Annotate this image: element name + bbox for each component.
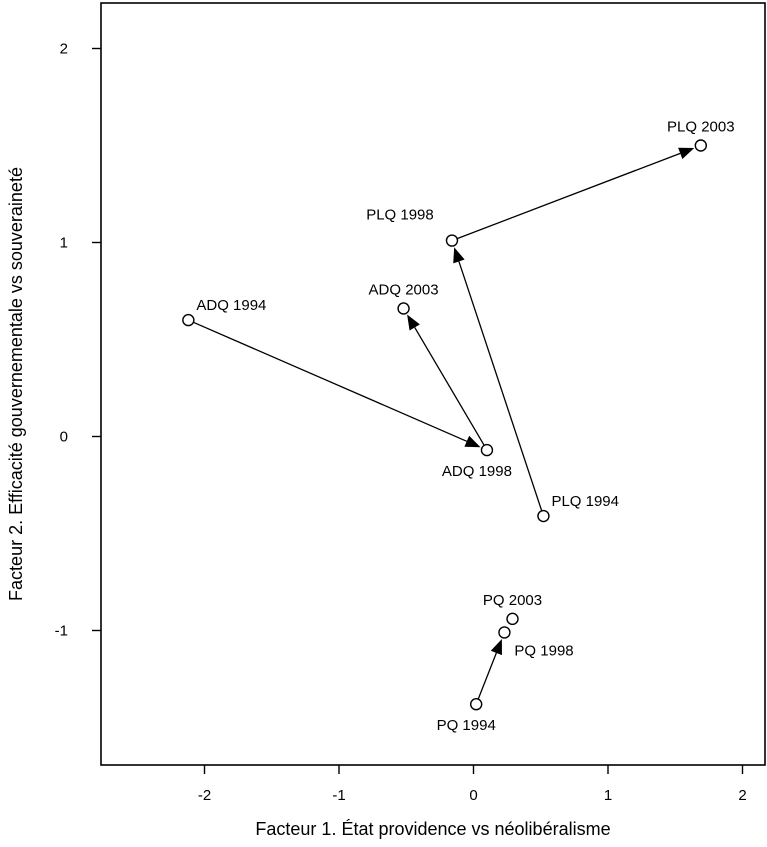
arrow-head [453, 247, 465, 264]
arrow-shaft [477, 652, 497, 700]
x-tick-label: 2 [738, 787, 746, 804]
y-tick-label: 1 [60, 235, 68, 252]
arrow-head [464, 435, 481, 448]
point-adq-1994 [182, 313, 195, 327]
arrow-shaft [458, 261, 543, 512]
arrows-layer [193, 147, 695, 700]
arrow-shaft [456, 152, 681, 240]
point-plq-2003 [694, 139, 708, 152]
point-label-pq-1994: PQ 1994 [437, 717, 496, 734]
arrow-head [407, 314, 420, 331]
point-pq-1994 [469, 698, 483, 711]
point-label-pq-2003: PQ 2003 [483, 592, 542, 609]
arrow-head [678, 147, 695, 159]
point-label-plq-2003: PLQ 2003 [667, 119, 735, 136]
x-axis: -2 -1 0 1 2 [198, 765, 747, 804]
point-label-adq-1994: ADQ 1994 [196, 297, 266, 314]
arrow-plq-1998 [456, 147, 695, 240]
point-label-adq-2003: ADQ 2003 [369, 281, 439, 298]
arrow-shaft [414, 327, 485, 446]
x-tick-label: 0 [469, 787, 477, 804]
point-adq-1998 [480, 443, 494, 457]
point-pq-2003 [506, 612, 519, 626]
point-pq-1998 [498, 626, 511, 639]
points-layer [182, 139, 708, 711]
x-tick-label: 1 [604, 787, 612, 804]
point-label-adq-1998: ADQ 1998 [442, 463, 512, 480]
plot-frame [100, 2, 766, 766]
point-plq-1994 [537, 509, 550, 523]
arrow-adq-1994 [193, 321, 481, 448]
y-tick-label: 0 [60, 429, 68, 446]
labels-layer: ADQ 1994 ADQ 1998 ADQ 2003 PLQ 1994 PLQ 1998… [196, 119, 734, 735]
y-tick-label: 2 [60, 41, 68, 58]
y-axis: -1 0 1 2 [55, 41, 101, 640]
arrow-shaft [193, 321, 468, 442]
point-label-plq-1998: PLQ 1998 [366, 207, 434, 224]
plot-area [100, 2, 766, 766]
arrow-plq-1994 [453, 247, 543, 512]
arrow-adq-1998 [407, 314, 485, 446]
x-tick-label: -1 [332, 787, 345, 804]
point-adq-2003 [397, 302, 410, 315]
y-axis-title: Facteur 2. Efficacité gouvernementale vs… [6, 167, 26, 601]
arrow-head [490, 638, 502, 656]
y-tick-label: -1 [55, 623, 68, 640]
point-label-plq-1994: PLQ 1994 [551, 493, 619, 510]
arrow-pq-1994 [477, 638, 502, 700]
point-label-pq-1998: PQ 1998 [514, 642, 573, 659]
point-plq-1998 [445, 234, 459, 247]
x-axis-title: Facteur 1. État providence vs néolibéral… [255, 819, 610, 839]
x-tick-label: -2 [198, 787, 211, 804]
